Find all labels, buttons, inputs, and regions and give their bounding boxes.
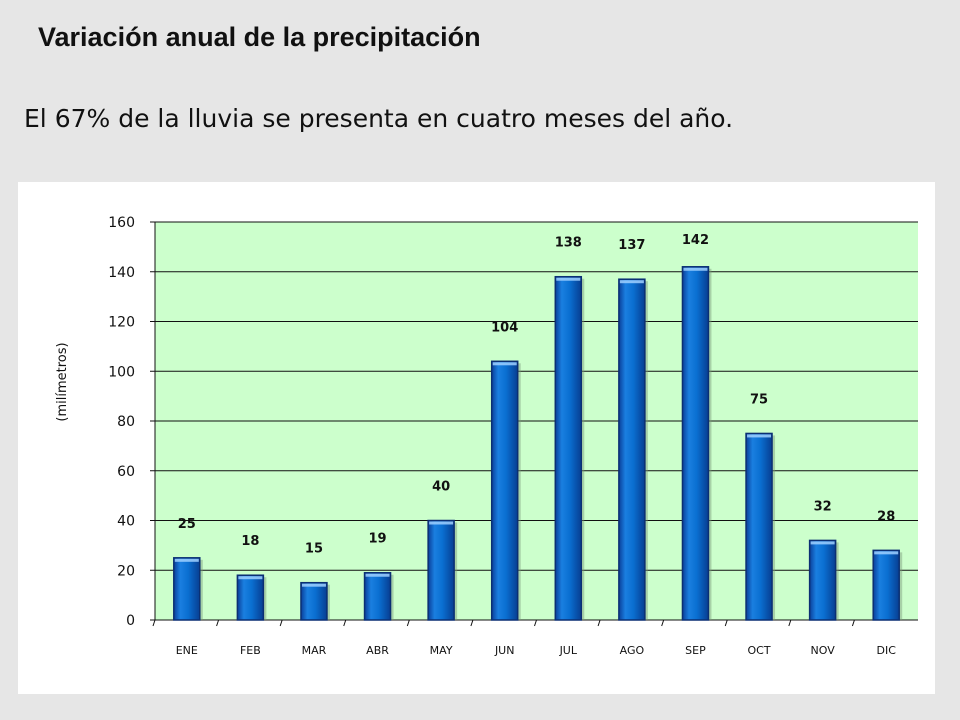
bars <box>173 266 903 621</box>
bar <box>554 275 583 621</box>
x-tick <box>343 619 347 627</box>
x-tick-label: MAY <box>430 644 453 657</box>
x-tick-label: MAR <box>302 644 327 657</box>
x-tick-label: ENE <box>176 644 198 657</box>
x-tick <box>661 619 665 627</box>
x-tick <box>279 619 283 627</box>
bar-highlight <box>301 583 326 587</box>
bar-highlight <box>874 551 899 555</box>
bar-highlight <box>365 573 390 577</box>
x-tick-label: DIC <box>877 644 897 657</box>
bar <box>173 557 201 621</box>
labels: 0 20 40 60 80 100 120 140 160 ENE 25 FEB 18 MAR 15 ABR 1… <box>108 215 896 657</box>
bar <box>681 266 710 621</box>
y-tick-label: 120 <box>108 315 135 331</box>
data-label: 137 <box>618 238 645 253</box>
bar-highlight <box>174 558 199 562</box>
bar <box>745 432 773 621</box>
x-tick <box>851 619 855 627</box>
x-tick-label: SEP <box>685 644 706 657</box>
x-tick-label: AGO <box>620 644 645 657</box>
y-tick-label: 100 <box>108 364 135 380</box>
y-tick-label: 20 <box>117 563 135 579</box>
bar <box>300 581 328 621</box>
bar <box>363 571 392 621</box>
chart-panel: 0 20 40 60 80 100 120 140 160 ENE 25 FEB 18 MAR 15 ABR 1… <box>18 182 935 694</box>
data-label: 18 <box>241 534 259 549</box>
x-tick-label: ABR <box>366 644 389 657</box>
bar-highlight <box>747 434 772 438</box>
bar-highlight <box>619 280 644 284</box>
data-label: 75 <box>750 392 768 407</box>
bar-highlight <box>429 521 454 525</box>
data-label: 104 <box>491 320 518 335</box>
data-label: 142 <box>682 233 709 248</box>
x-tick-label: NOV <box>811 644 836 657</box>
y-tick-label: 60 <box>117 464 135 480</box>
data-label: 32 <box>814 499 832 514</box>
x-tick <box>216 619 220 627</box>
x-tick <box>788 619 792 627</box>
bar <box>427 519 455 621</box>
y-tick-label: 40 <box>117 514 135 530</box>
bar <box>236 574 265 621</box>
x-tick-label: OCT <box>748 644 771 657</box>
bar <box>872 549 900 621</box>
x-tick <box>534 619 537 627</box>
x-tick <box>152 619 156 627</box>
data-label: 40 <box>432 480 450 495</box>
x-tick <box>406 619 410 627</box>
bar <box>808 539 837 621</box>
precipitation-bar-chart: 0 20 40 60 80 100 120 140 160 ENE 25 FEB 18 MAR 15 ABR 1… <box>55 215 918 657</box>
x-tick-label: JUN <box>494 644 515 657</box>
y-tick-label: 140 <box>108 265 135 281</box>
x-tick-label: FEB <box>240 644 261 657</box>
data-label: 15 <box>305 542 323 557</box>
x-tick <box>470 619 474 627</box>
bar-highlight <box>492 362 517 366</box>
data-label: 19 <box>368 532 386 547</box>
bar-highlight <box>238 576 263 580</box>
bar <box>618 278 646 621</box>
y-tick-label: 160 <box>108 215 135 231</box>
bar <box>490 360 519 621</box>
slide-subtitle: El 67% de la lluvia se presenta en cuatr… <box>24 104 734 133</box>
axes <box>150 221 918 627</box>
data-label: 25 <box>178 517 196 532</box>
y-axis-title: (milímetros) <box>55 342 70 421</box>
y-tick-label: 0 <box>126 613 135 629</box>
y-tick-label: 80 <box>117 414 135 430</box>
bar-highlight <box>810 541 835 545</box>
data-label: 138 <box>555 236 582 251</box>
gridlines <box>155 221 918 571</box>
slide-title: Variación anual de la precipitación <box>38 22 481 52</box>
bar-highlight <box>556 277 581 281</box>
x-tick <box>597 619 601 627</box>
x-tick <box>724 619 728 627</box>
data-label: 28 <box>877 509 895 524</box>
bar-highlight <box>683 267 708 271</box>
x-tick-label: JUL <box>559 644 578 657</box>
